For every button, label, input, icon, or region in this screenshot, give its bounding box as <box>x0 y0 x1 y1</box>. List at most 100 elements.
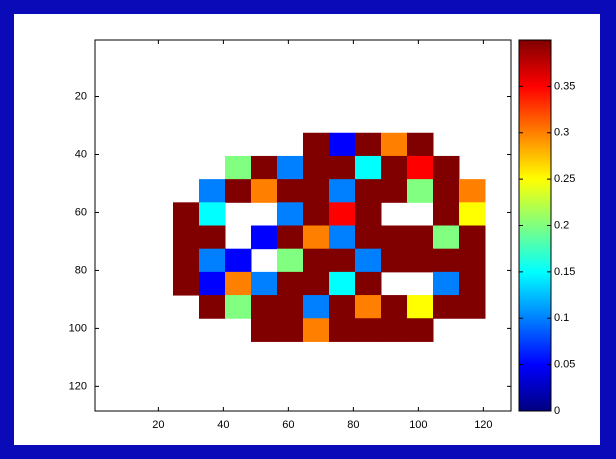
heatmap-cell <box>277 202 304 226</box>
heatmap-cell <box>407 179 434 203</box>
heatmap-cell <box>199 271 226 296</box>
heatmap-cell <box>433 248 460 273</box>
heatmap-cell <box>329 202 356 226</box>
colorbar-tick-label: 0 <box>554 405 560 417</box>
heatmap-cell <box>381 225 408 250</box>
heatmap-cell <box>251 225 278 250</box>
x-tick-label: 60 <box>282 419 294 431</box>
heatmap-cell <box>251 295 278 319</box>
heatmap-cell <box>303 132 330 157</box>
heatmap-cell <box>329 155 356 180</box>
y-tick-label: 120 <box>69 380 87 392</box>
y-tick-label: 80 <box>75 264 87 276</box>
heatmap-cell <box>251 318 278 342</box>
heatmap-cell <box>303 318 330 342</box>
heatmap-cell <box>459 179 486 203</box>
heatmap-cell <box>433 295 460 319</box>
heatmap-cell <box>277 155 304 180</box>
heatmap-cell <box>329 271 356 296</box>
heatmap-cell <box>381 318 408 342</box>
heatmap-cell <box>225 295 252 319</box>
heatmap-cell <box>329 132 356 157</box>
heatmap-cell <box>355 202 382 226</box>
heatmap-cell <box>459 271 486 296</box>
x-tick-label: 80 <box>347 419 359 431</box>
heatmap-cell <box>225 155 252 180</box>
heatmap-cell <box>173 271 200 296</box>
colorbar-tick-label: 0.2 <box>554 219 569 231</box>
heatmap-cell <box>381 155 408 180</box>
heatmap-cell <box>303 155 330 180</box>
heatmap-cell <box>433 179 460 203</box>
heatmap-cell <box>329 179 356 203</box>
heatmap-cell <box>199 248 226 273</box>
heatmap-cell <box>303 295 330 319</box>
heatmap-cell <box>433 271 460 296</box>
y-tick-label: 60 <box>75 206 87 218</box>
heatmap-cell <box>199 179 226 203</box>
y-tick-label: 20 <box>75 90 87 102</box>
heatmap-cell <box>355 318 382 342</box>
heatmap-cell <box>355 179 382 203</box>
heatmap-cell <box>251 179 278 203</box>
heatmap-cell <box>173 225 200 250</box>
heatmap-cell <box>277 179 304 203</box>
heatmap-cell <box>355 248 382 273</box>
heatmap-cell <box>199 225 226 250</box>
heatmap-cell <box>381 295 408 319</box>
heatmap-cell <box>303 179 330 203</box>
heatmap-cell <box>225 271 252 296</box>
y-tick-label: 100 <box>69 322 87 334</box>
heatmap-cell <box>407 155 434 180</box>
heatmap-cell <box>251 271 278 296</box>
heatmap-cell <box>381 179 408 203</box>
heatmap-cell <box>433 225 460 250</box>
heatmap-cell <box>459 295 486 319</box>
heatmap-cell <box>459 225 486 250</box>
heatmap-cell <box>329 295 356 319</box>
colorbar-tick-label: 0.35 <box>554 80 575 92</box>
heatmap-cell <box>225 179 252 203</box>
heatmap-cell <box>251 155 278 180</box>
x-tick-label: 20 <box>152 419 164 431</box>
heatmap-cell <box>407 318 434 342</box>
heatmap-cell <box>433 155 460 180</box>
x-tick-label: 120 <box>474 419 492 431</box>
x-tick-label: 100 <box>409 419 427 431</box>
heatmap-cell <box>173 202 200 226</box>
colorbar-tick-label: 0.1 <box>554 312 569 324</box>
colorbar-tick-label: 0.3 <box>554 127 569 139</box>
plot-frame <box>94 39 512 412</box>
heatmap-cell <box>355 225 382 250</box>
heatmap-cell <box>329 318 356 342</box>
heatmap-cell <box>277 318 304 342</box>
heatmap-cell <box>277 248 304 273</box>
heatmap-cell <box>381 248 408 273</box>
heatmap-cell <box>303 225 330 250</box>
colorbar <box>518 39 552 412</box>
heatmap-cell <box>277 271 304 296</box>
heatmap-cell <box>407 225 434 250</box>
heatmap-cell <box>199 202 226 226</box>
heatmap-cell <box>303 271 330 296</box>
heatmap-cell <box>303 202 330 226</box>
heatmap-cell <box>355 295 382 319</box>
heatmap-cell <box>459 248 486 273</box>
y-tick-label: 40 <box>75 148 87 160</box>
x-tick-label: 40 <box>217 419 229 431</box>
heatmap-cell <box>199 295 226 319</box>
heatmap-cell <box>433 202 460 226</box>
heatmap-cell <box>407 295 434 319</box>
heatmap-cell <box>329 248 356 273</box>
heatmap-cell <box>459 202 486 226</box>
colorbar-tick-label: 0.05 <box>554 359 575 371</box>
colorbar-tick-label: 0.25 <box>554 173 575 185</box>
heatmap-cell <box>277 225 304 250</box>
heatmap-cell <box>381 132 408 157</box>
colorbar-tick-label: 0.15 <box>554 266 575 278</box>
heatmap-cell <box>303 248 330 273</box>
heatmap-cell <box>355 155 382 180</box>
heatmap-cell <box>407 248 434 273</box>
